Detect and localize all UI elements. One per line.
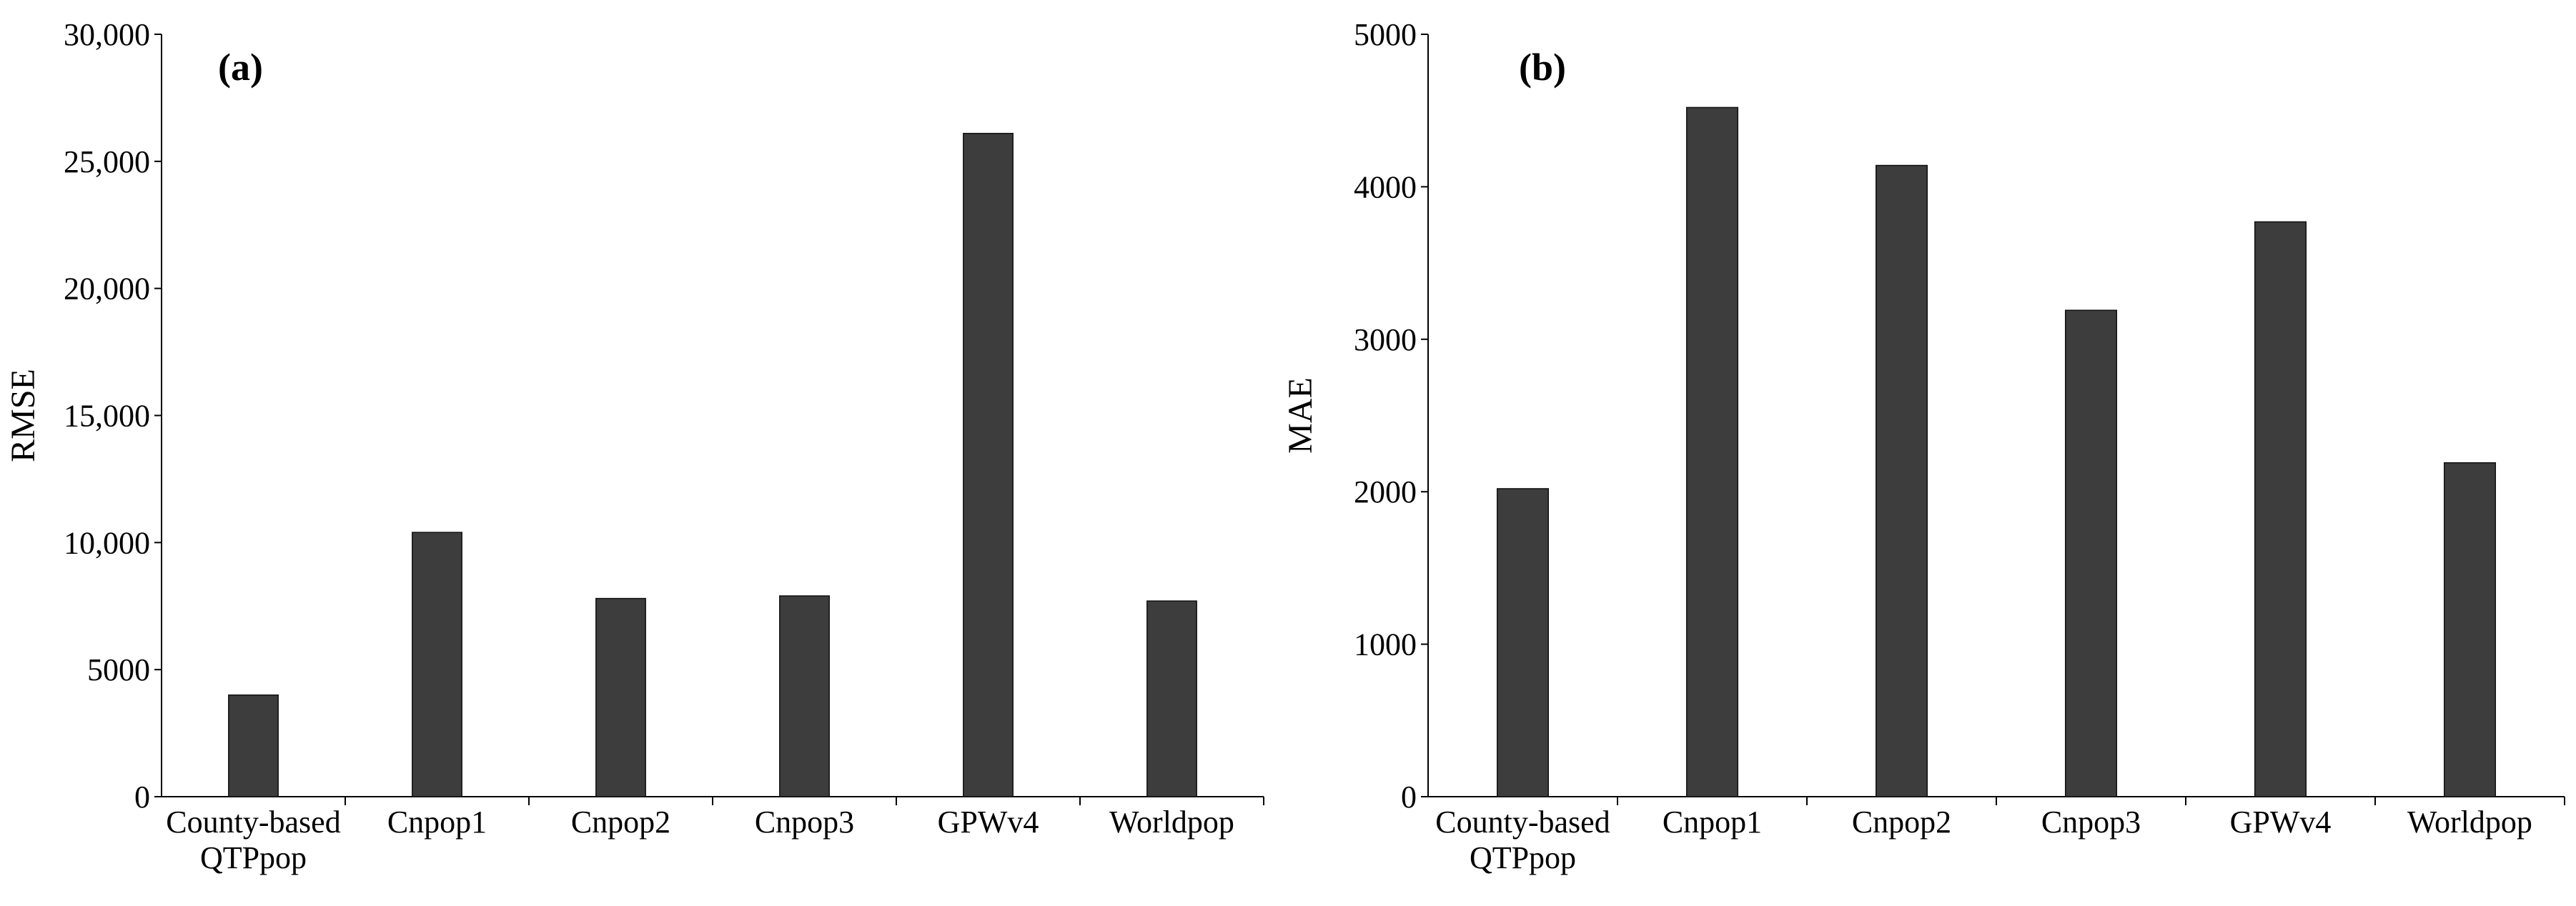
x-category-label: Cnpop2	[571, 805, 670, 840]
bar-cnpop3	[779, 595, 830, 797]
x-category-label: GPWv4	[2230, 805, 2332, 840]
x-category-label: County-based QTPpop	[1435, 805, 1610, 875]
y-tick-label: 2000	[1354, 474, 1417, 509]
bar-gpwv4	[963, 132, 1014, 797]
y-tick-label: 0	[1401, 780, 1417, 815]
y-axis-title: RMSE	[4, 369, 42, 462]
x-category-label: Cnpop1	[387, 805, 487, 840]
x-category-label: Cnpop3	[755, 805, 854, 840]
bar-gpwv4	[2254, 221, 2307, 797]
y-tick-label: 15,000	[64, 399, 150, 434]
x-category-label: Worldpop	[2407, 805, 2532, 840]
panel-label: (a)	[218, 46, 263, 89]
bar-worldpop	[2443, 462, 2497, 797]
x-category-label: Cnpop2	[1852, 805, 1951, 840]
y-tick-label: 10,000	[64, 525, 150, 560]
panel-label: (b)	[1519, 46, 1566, 89]
bar-cnpop2	[595, 597, 646, 797]
y-tick-label: 30,000	[64, 17, 150, 52]
y-tick-label: 1000	[1354, 627, 1417, 662]
y-tick-label: 3000	[1354, 322, 1417, 357]
x-category-label: County-based QTPpop	[166, 805, 340, 875]
panel-a: 0 5000 10,000 15,000 20,000 25,000 30,000 Count…	[4, 17, 1264, 875]
panel-b: 0 1000 2000 3000 4000 5000 County-based QTPpop C…	[1282, 17, 2565, 875]
y-axis-title: MAE	[1282, 377, 1319, 454]
x-category-label: Cnpop1	[1663, 805, 1762, 840]
bar-cnpop2	[1875, 164, 1928, 797]
bar-cnpop1	[1685, 106, 1739, 797]
bar-cnpop1	[412, 532, 462, 797]
y-tick-label: 5000	[87, 652, 150, 687]
y-tick-label: 0	[134, 780, 150, 815]
x-category-label: GPWv4	[938, 805, 1039, 840]
y-tick-label: 5000	[1354, 17, 1417, 52]
y-tick-label: 20,000	[64, 272, 150, 307]
bar-worldpop	[1146, 600, 1197, 797]
bar-county-based-qtppop	[228, 694, 279, 797]
y-tick-label: 25,000	[64, 144, 150, 179]
bar-cnpop3	[2064, 309, 2118, 797]
y-tick-label: 4000	[1354, 169, 1417, 204]
x-category-label: Worldpop	[1109, 805, 1234, 840]
x-category-label: Cnpop3	[2041, 805, 2141, 840]
bar-county-based-qtppop	[1496, 488, 1550, 797]
